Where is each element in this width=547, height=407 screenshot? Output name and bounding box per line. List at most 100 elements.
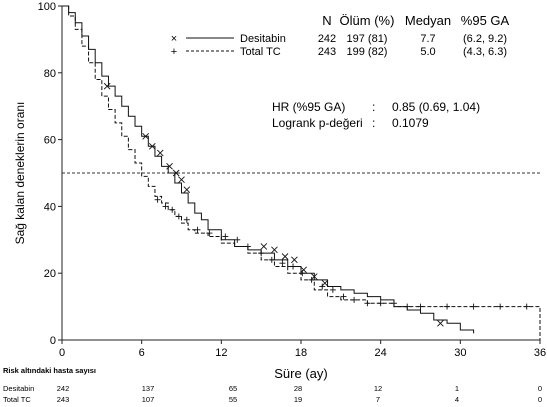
risk-count: 12 xyxy=(374,384,382,393)
legend-deaths: 197 (81) xyxy=(347,33,388,45)
censor-mark-total-tc xyxy=(444,303,451,310)
legend-symbol: × xyxy=(171,33,177,45)
censor-stroke xyxy=(183,186,191,194)
censor-mark-total-tc xyxy=(222,233,229,240)
risk-count: 0 xyxy=(538,395,542,404)
censor-mark-total-tc xyxy=(183,216,190,223)
hr-label: HR (%95 GA) xyxy=(272,100,345,114)
censor-mark-total-tc xyxy=(268,256,275,263)
censor-mark-desitabin xyxy=(183,186,191,194)
censor-stroke xyxy=(271,246,278,254)
legend-median: 7.7 xyxy=(420,33,435,45)
censor-mark-total-tc xyxy=(279,260,286,267)
censor-mark-total-tc xyxy=(290,263,297,270)
censor-stroke xyxy=(291,256,298,264)
legend-n: 242 xyxy=(318,33,336,45)
legend-symbol: + xyxy=(171,46,177,58)
censor-mark-desitabin xyxy=(260,243,268,250)
y-tick-label: 20 xyxy=(44,268,56,280)
risk-table: Risk altındaki hasta sayısı Desitabin 242 1… xyxy=(3,366,542,404)
censor-mark-total-tc xyxy=(351,296,358,303)
censor-mark-desitabin xyxy=(178,176,185,183)
risk-count: 7 xyxy=(376,395,380,404)
censor-mark-desitabin xyxy=(156,149,164,157)
legend-deaths: 199 (82) xyxy=(347,46,388,58)
censor-mark-total-tc xyxy=(258,250,265,257)
x-tick-label: 30 xyxy=(454,347,466,359)
censor-stroke xyxy=(437,319,444,327)
censor-stroke xyxy=(281,253,289,260)
censor-mark-desitabin xyxy=(166,163,173,170)
x-tick-label: 6 xyxy=(139,347,145,359)
censor-mark-desitabin xyxy=(142,132,149,140)
y-tick-label: 80 xyxy=(44,68,56,80)
x-tick-label: 24 xyxy=(375,347,387,359)
legend-header: N xyxy=(322,13,331,28)
censor-mark-desitabin xyxy=(103,82,111,90)
y-axis-label: Sağ kalan deneklerin oranı xyxy=(13,102,27,245)
censor-mark-total-tc xyxy=(244,243,251,250)
risk-count: 55 xyxy=(229,395,237,404)
legend-label: Desitabin xyxy=(240,33,286,45)
risk-count: 242 xyxy=(57,384,70,393)
logrank-value: 0.1079 xyxy=(392,116,429,130)
hr-separator: : xyxy=(372,100,375,114)
axes: 0 20 40 60 80 100 0 6 12 18 24 30 36 Süre (ay) Sağ kal… xyxy=(13,1,546,381)
censor-mark-total-tc xyxy=(340,293,347,300)
risk-table-title: Risk altındaki hasta sayısı xyxy=(3,366,96,375)
censor-mark-desitabin xyxy=(172,169,180,177)
censor-mark-total-tc xyxy=(390,300,397,307)
legend-ci: (4.3, 6.3) xyxy=(463,46,507,58)
survival-curve-desitabin xyxy=(62,5,475,334)
censor-mark-total-tc xyxy=(206,230,213,237)
y-tick-label: 100 xyxy=(38,1,56,13)
censor-mark-total-tc xyxy=(234,236,241,243)
censor-mark-desitabin xyxy=(300,266,307,274)
censor-mark-total-tc xyxy=(523,303,530,310)
censor-mark-total-tc xyxy=(169,206,176,213)
x-tick-label: 18 xyxy=(295,347,307,359)
censor-stroke xyxy=(300,266,307,274)
legend-header: %95 GA xyxy=(461,13,510,28)
censor-stroke xyxy=(142,132,149,140)
censor-mark-total-tc xyxy=(308,276,315,283)
censor-mark-desitabin xyxy=(281,253,289,260)
censor-mark-total-tc xyxy=(194,226,201,233)
legend-header: Ölüm (%) xyxy=(340,13,395,28)
risk-count: 1 xyxy=(455,384,459,393)
censor-mark-total-tc xyxy=(329,286,336,293)
survival-curve-total-tc xyxy=(62,5,541,340)
censor-mark-desitabin xyxy=(271,246,278,254)
risk-row-label: Total TC xyxy=(3,395,31,404)
censor-stroke xyxy=(178,176,185,183)
censor-stroke xyxy=(260,243,268,250)
censor-mark-total-tc xyxy=(417,303,424,310)
censor-mark-total-tc xyxy=(497,303,504,310)
censor-mark-desitabin xyxy=(437,319,444,327)
censor-mark-total-tc xyxy=(299,270,306,277)
y-tick-label: 0 xyxy=(50,335,56,347)
x-axis-label: Süre (ay) xyxy=(274,366,327,381)
censor-marks xyxy=(103,82,530,327)
legend-ci: (6.2, 9.2) xyxy=(463,33,507,45)
censor-mark-total-tc xyxy=(470,303,477,310)
legend-header: Medyan xyxy=(405,13,451,28)
legend-n: 243 xyxy=(318,46,336,58)
censor-stroke xyxy=(172,169,180,177)
censor-stroke xyxy=(156,149,164,157)
censor-mark-total-tc xyxy=(377,300,384,307)
stats-box: HR (%95 GA): 0.85 (0.69, 1.04) Logrank p-d… xyxy=(272,100,480,130)
censor-stroke xyxy=(321,279,329,287)
risk-count: 137 xyxy=(142,384,155,393)
logrank-separator: : xyxy=(372,116,375,130)
censor-stroke xyxy=(166,163,173,170)
censor-mark-desitabin xyxy=(310,273,318,280)
risk-count: 65 xyxy=(229,384,237,393)
legend-median: 5.0 xyxy=(420,46,435,58)
censor-mark-desitabin xyxy=(321,279,329,287)
risk-row-label: Desitabin xyxy=(3,384,34,393)
legend: N Ölüm (%) Medyan %95 GA × Desitabin 242 197 (8… xyxy=(171,13,510,58)
censor-mark-total-tc xyxy=(319,283,326,290)
hr-value: 0.85 (0.69, 1.04) xyxy=(392,100,480,114)
